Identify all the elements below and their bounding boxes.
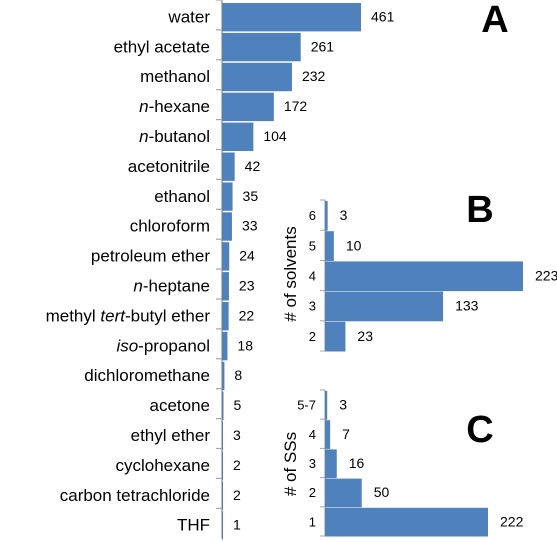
panel-b-bar	[325, 201, 328, 231]
panel-b-letter: B	[466, 189, 493, 231]
panel-a-value-label: 35	[243, 188, 259, 204]
panel-c-tick-label: 3	[309, 456, 316, 471]
panel-a-value-label: 3	[233, 427, 241, 443]
panel-b-bar	[325, 261, 523, 292]
panel-b-value-label: 10	[346, 237, 362, 253]
panel-a-bar	[222, 182, 233, 211]
panel-c-bar	[325, 478, 362, 508]
panel-b-value-label: 3	[340, 207, 348, 223]
panel-c-bar	[325, 449, 337, 479]
panel-a-value-label: 18	[237, 337, 253, 353]
panel-c-tick-label: 1	[309, 514, 316, 529]
panel-a-category-label: methyl tert-butyl ether	[46, 306, 211, 325]
panel-a-category-label: acetonitrile	[128, 157, 210, 176]
panel-c-tick-label: 5-7	[297, 398, 316, 413]
panel-a-category-label: carbon tetrachloride	[60, 486, 210, 505]
panel-a-category-label: water	[167, 7, 210, 26]
panel-b-value-label: 223	[535, 268, 557, 284]
panel-a-category-label: iso-propanol	[116, 336, 210, 355]
panel-a-bar	[222, 302, 229, 331]
panel-a-value-label: 2	[233, 487, 241, 503]
panel-a-value-label: 172	[284, 98, 308, 114]
panel-a-bar	[222, 511, 223, 540]
panel-a-bar	[222, 62, 292, 92]
panel-a-category-label: ethyl acetate	[114, 37, 210, 56]
panel-b-tick-label: 2	[309, 329, 316, 344]
panel-a-category-label: chloroform	[130, 217, 210, 236]
panel-c-bar	[325, 391, 328, 420]
panel-a-bar	[222, 391, 224, 421]
panel-b-tick-label: 4	[309, 269, 316, 284]
panel-a-bar	[222, 122, 254, 151]
panel-c-value-label: 16	[349, 455, 365, 471]
panel-c-value-label: 222	[500, 513, 524, 529]
panel-a-value-label: 1	[233, 517, 241, 533]
panel-b-tick-label: 5	[309, 238, 316, 253]
panel-b-axis-title: # of solvents	[281, 226, 300, 321]
panel-a-bar	[222, 451, 223, 480]
panel-b-bar	[325, 231, 334, 261]
panel-b-tick-label: 6	[309, 208, 316, 223]
panel-a-category-label: petroleum ether	[91, 247, 210, 266]
panel-c-axis-title: # of SSs	[281, 432, 300, 496]
panel-a-category-label: dichloromethane	[84, 366, 210, 385]
panel-a-category-label: cyclohexane	[115, 456, 210, 475]
panel-c-tick-label: 2	[309, 485, 316, 500]
panel-a-value-label: 22	[239, 307, 255, 323]
panel-c-bar	[325, 507, 488, 537]
panel-a-value-label: 42	[245, 158, 261, 174]
panel-b-bar	[325, 291, 444, 322]
panel-a-value-label: 232	[302, 68, 326, 84]
panel-a-value-label: 2	[233, 457, 241, 473]
panel-a-bar	[222, 361, 225, 391]
panel-a-category-label: n-hexane	[139, 97, 210, 116]
panel-a-bar	[222, 242, 230, 271]
panel-a-value-label: 104	[263, 128, 287, 144]
panel-a-category-label: n-butanol	[139, 127, 210, 146]
panel-a-category-label: ethyl ether	[131, 426, 211, 445]
panel-a-category-label: acetone	[150, 396, 211, 415]
panel-a-value-label: 23	[239, 278, 255, 294]
panel-a-bar	[222, 421, 223, 450]
panel-c-value-label: 7	[342, 426, 350, 442]
panel-a-letter: A	[481, 0, 508, 41]
panel-a-bar	[222, 92, 274, 122]
panel-a-category-label: methanol	[140, 67, 210, 86]
panel-a-bar	[222, 152, 235, 181]
panel-a-category-label: n-heptane	[133, 277, 210, 296]
panel-a-bar	[222, 331, 228, 361]
panel-a-value-label: 33	[242, 218, 258, 234]
panel-a-value-label: 8	[234, 367, 242, 383]
panel-c-value-label: 3	[339, 397, 347, 413]
panel-b-tick-label: 3	[309, 299, 316, 314]
panel-a-bar	[222, 272, 229, 301]
panel-b-value-label: 133	[455, 298, 479, 314]
panel-a-category-label: ethanol	[154, 187, 210, 206]
panel-c-tick-label: 4	[309, 427, 316, 442]
panel-a-value-label: 5	[234, 397, 242, 413]
panel-a-value-label: 461	[371, 8, 395, 24]
panel-a-category-label: THF	[177, 516, 210, 535]
panel-a-bar	[222, 481, 223, 510]
panel-a-value-label: 261	[311, 38, 335, 54]
panel-b-value-label: 23	[357, 328, 373, 344]
panel-c-value-label: 50	[374, 484, 390, 500]
panel-a-bar	[222, 3, 361, 32]
panel-b-bar	[325, 321, 346, 352]
panel-a-value-label: 24	[239, 248, 255, 264]
panel-a-bar	[222, 212, 232, 241]
panel-a-bar	[222, 32, 301, 62]
panel-c-bar	[325, 420, 331, 449]
panel-c-letter: C	[466, 409, 493, 451]
